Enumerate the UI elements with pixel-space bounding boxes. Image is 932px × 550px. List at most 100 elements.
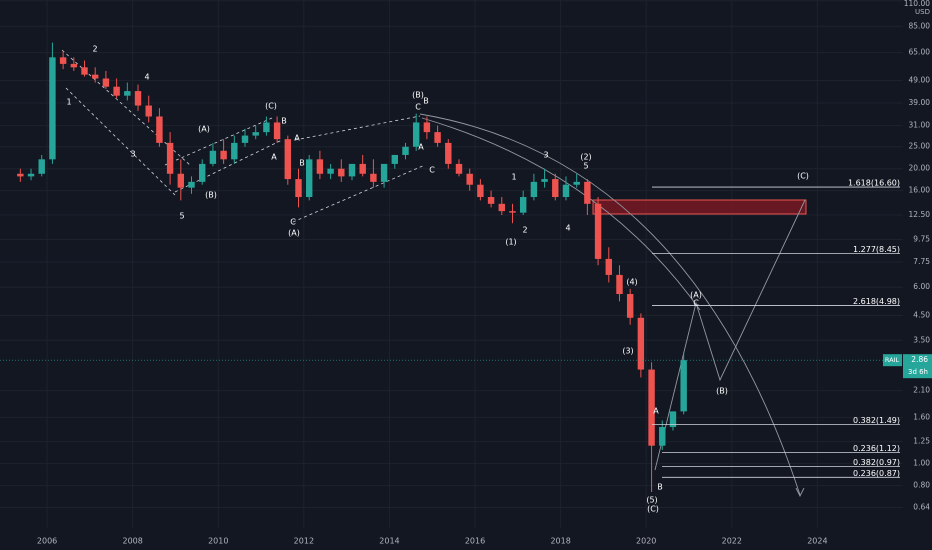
candle-body [348, 163, 356, 177]
y-tick-label: 4.50 [913, 311, 930, 320]
candle-body [295, 179, 302, 198]
y-tick-label: 1.00 [913, 459, 930, 468]
candle-body [412, 122, 420, 147]
wave-label: 1 [511, 173, 516, 182]
candle-body [669, 411, 677, 428]
wave-label: 5 [583, 162, 588, 171]
wave-label: B [423, 97, 429, 106]
fib-label: 0.236(1.12) [853, 444, 900, 453]
candle-body [605, 258, 612, 275]
drawings [61, 49, 807, 498]
x-tick-label: 2008 [122, 537, 142, 546]
arcs [419, 113, 805, 498]
wave-label: C [415, 103, 421, 112]
y-tick-label: 9.75 [913, 234, 930, 243]
symbol-label: RAIL [885, 356, 900, 364]
fib-label: 1.277(8.45) [853, 245, 900, 254]
candle-body [17, 173, 24, 177]
projection-path [654, 199, 806, 471]
candle-body [305, 159, 313, 198]
wave-label: (2) [580, 153, 591, 162]
candle-body [402, 146, 409, 155]
wave-label: 2 [92, 45, 97, 54]
candle-body [391, 154, 399, 164]
y-tick-label: 16.00 [909, 186, 931, 195]
trend-line [61, 49, 191, 166]
projection [654, 199, 806, 471]
wave-label: B [281, 117, 287, 126]
candle-body [273, 122, 281, 140]
x-tick-label: 2022 [722, 537, 742, 546]
candle-body [177, 173, 185, 188]
candle-body [380, 163, 388, 182]
x-tick-label: 2010 [208, 537, 228, 546]
candle-body [541, 179, 548, 182]
candle-body [423, 122, 431, 133]
fib-label: 1.618(16.60) [848, 179, 900, 188]
y-tick-label: 49.00 [909, 75, 931, 84]
currency-label: USD [915, 8, 930, 16]
y-tick-label: 25.00 [909, 142, 931, 151]
fib-label: 0.382(1.49) [853, 416, 900, 425]
candle-body [445, 142, 452, 164]
candle-body [637, 317, 645, 370]
candle-body [70, 63, 78, 68]
wave-label: (C) [647, 505, 659, 514]
y-tick-label: 85.00 [909, 21, 931, 30]
candle-body [263, 122, 270, 133]
candle-body [648, 369, 655, 446]
candle-body [38, 159, 45, 174]
arc [419, 113, 801, 496]
x-tick-label: 2006 [37, 537, 57, 546]
wave-label: (A) [198, 125, 210, 134]
candle-body [359, 163, 366, 174]
trend-line [65, 87, 176, 196]
candle-body [49, 57, 56, 160]
wave-label: A [294, 134, 300, 143]
last-price-label: 2.86 [911, 355, 928, 364]
wave-label: B [657, 483, 663, 492]
wave-label: (B) [205, 191, 217, 200]
wave-label: A [653, 407, 659, 416]
candle-body [455, 163, 463, 174]
wave-label: (A) [288, 229, 300, 238]
price-tag [903, 354, 932, 379]
x-tick-label: 2020 [636, 537, 656, 546]
candle-body [134, 91, 142, 106]
axes: 110.0085.0065.0049.0039.0031.0025.0020.0… [37, 0, 932, 546]
wave-label: 2 [522, 226, 527, 235]
candle-body [188, 181, 195, 188]
candle-body [477, 184, 484, 198]
y-tick-label: 7.75 [913, 257, 930, 266]
y-tick-label: 1.60 [913, 412, 930, 421]
x-tick-label: 2018 [550, 537, 570, 546]
arrow-head [795, 487, 805, 498]
x-tick-label: 2014 [379, 537, 399, 546]
y-tick-label: 12.50 [909, 210, 931, 219]
candle-body [626, 294, 634, 318]
y-tick-label: 110.00 [904, 0, 930, 8]
wave-label: 3 [543, 151, 548, 160]
candle-body [434, 132, 441, 143]
candle-body [487, 197, 495, 204]
wave-label: 5 [179, 212, 184, 221]
symbol-tag [883, 354, 902, 367]
candle-body [166, 142, 174, 174]
y-tick-label: 31.00 [909, 121, 931, 130]
candle-body [241, 135, 249, 143]
candle-body [27, 173, 35, 177]
y-tick-label: 0.80 [913, 481, 930, 490]
wave-label: A [418, 143, 424, 152]
countdown-label: 3d 6h [908, 368, 928, 376]
candles [17, 42, 687, 492]
wave-label: B [299, 159, 305, 168]
candle-body [562, 184, 570, 198]
candle-body [124, 91, 131, 96]
y-tick-label: 2.10 [913, 386, 930, 395]
y-tick-label: 6.00 [913, 282, 930, 291]
y-tick-label: 1.25 [913, 437, 930, 446]
candle-body [284, 139, 292, 180]
candle-body [252, 132, 259, 136]
wave-label: 1 [66, 98, 71, 107]
